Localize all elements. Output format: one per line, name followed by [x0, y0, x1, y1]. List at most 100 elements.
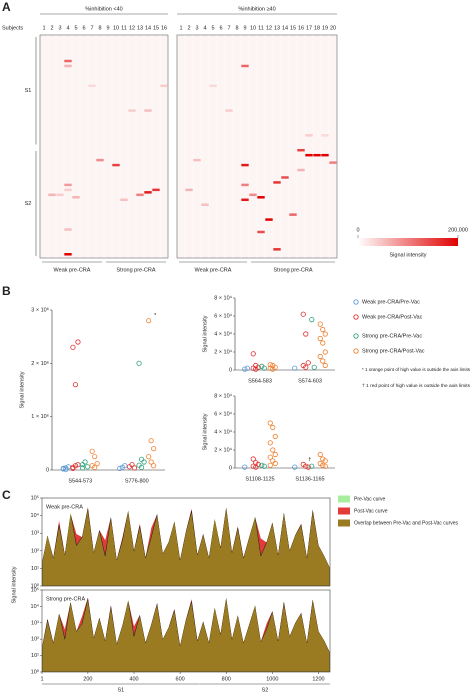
legend-label: Weak pre-CRA/Post-Vac	[362, 314, 423, 320]
data-point	[322, 362, 328, 369]
heatmap-cell	[241, 183, 249, 187]
heatmap-cell	[144, 109, 152, 112]
subject-label: 14	[145, 25, 151, 31]
subject-label: 17	[306, 25, 312, 31]
legend-label: Overlap between Pre-Vac and Post-Vac cur…	[354, 520, 459, 526]
data-point	[244, 365, 250, 371]
heatmap-cell	[297, 148, 305, 152]
heatmap-cell	[72, 196, 80, 199]
data-point	[292, 464, 298, 470]
subject-label: 15	[153, 25, 159, 31]
data-point	[311, 364, 317, 370]
x-tick-label: S574-603	[298, 378, 322, 384]
heatmap-cell	[225, 109, 233, 112]
y-tick-label: 4 × 10⁴	[214, 330, 232, 337]
colorbar-tick-label: 200,000	[448, 227, 468, 233]
subject-label: 6	[82, 25, 85, 31]
colorbar	[358, 238, 458, 246]
x-tick-label: 600	[176, 676, 185, 682]
x-tick-label: S564-583	[248, 378, 272, 384]
heatmap-cell	[241, 198, 249, 202]
heatmap-cell	[209, 84, 217, 88]
subject-label: 3	[58, 25, 61, 31]
y-tick-label: 2 × 10⁴	[214, 348, 232, 355]
subject-label: 19	[322, 25, 328, 31]
subgroup-label: Weak pre-CRA	[54, 267, 91, 273]
data-point	[267, 361, 273, 368]
heatmap-cell	[160, 84, 168, 88]
y-tick-label: 10¹	[31, 566, 39, 572]
data-point	[129, 462, 135, 468]
colorbar-tick-label: 0	[356, 227, 359, 233]
data-point	[317, 451, 323, 458]
subject-label: 4	[203, 25, 206, 31]
subject-label: 2	[187, 25, 190, 31]
heatmap-cell	[185, 188, 193, 192]
data-point	[322, 331, 328, 337]
data-point	[320, 462, 326, 468]
heatmap-cell	[257, 230, 265, 234]
data-point	[320, 340, 326, 346]
data-point	[79, 465, 86, 471]
heatmap-cell	[273, 248, 281, 251]
data-point	[270, 424, 276, 431]
heatmap-cell	[88, 84, 96, 88]
data-point	[92, 464, 98, 470]
data-point	[131, 465, 138, 471]
y-tick-label: 10³	[31, 620, 39, 626]
heatmap-cell	[305, 134, 313, 137]
heatmap-cell	[257, 196, 265, 199]
heatmap-cell	[241, 64, 249, 68]
data-point	[303, 364, 309, 370]
data-point	[270, 447, 276, 453]
data-point	[317, 321, 323, 327]
subject-label: 5	[211, 25, 214, 31]
y-tick-label: 10³	[31, 531, 39, 537]
subject-label: 18	[314, 25, 320, 31]
data-point	[63, 466, 69, 473]
data-point	[270, 366, 276, 372]
subject-label: 15	[290, 25, 296, 31]
legend-swatch	[338, 507, 350, 515]
data-point	[305, 464, 311, 470]
y-tick-label: 0	[46, 467, 49, 473]
y-axis-label: Signal intensity	[11, 566, 17, 603]
note: † 1 red point of high value is outside t…	[362, 383, 471, 388]
heatmap-cell	[128, 109, 136, 112]
subject-label: 20	[330, 25, 336, 31]
data-point	[136, 360, 142, 366]
x-tick-label: 400	[129, 676, 138, 682]
heatmap-cell	[321, 134, 329, 137]
data-point	[292, 365, 298, 371]
y-tick-label: 8 × 10⁴	[214, 392, 232, 399]
row-group-label: S2	[25, 201, 32, 207]
data-point	[70, 465, 76, 471]
legend-label: Strong pre-CRA/Pre-Vac	[362, 333, 422, 339]
data-point	[322, 463, 328, 469]
legend-marker	[353, 299, 359, 305]
data-point	[122, 463, 128, 469]
data-point	[89, 448, 95, 454]
y-tick-label: 10⁰	[31, 668, 40, 675]
heatmap-cell	[305, 153, 313, 157]
data-point	[267, 462, 273, 468]
y-tick-label: 4 × 10⁴	[214, 428, 232, 435]
y-tick-label: 2 × 10⁴	[214, 446, 232, 453]
overlap-area	[42, 507, 330, 586]
heatmap-cell	[64, 253, 72, 256]
y-axis-label: Signal intensity	[19, 371, 25, 408]
y-axis-label: Signal intensity	[202, 315, 208, 352]
y-tick-label: 10⁴	[31, 603, 40, 610]
subject-label: 7	[227, 25, 230, 31]
heatmap-cell	[201, 203, 209, 206]
y-tick-label: 1 × 10⁶	[31, 413, 49, 420]
panel-label: C	[2, 488, 11, 502]
data-point	[267, 365, 273, 371]
data-point	[261, 463, 267, 469]
subgroup-label: Weak pre-CRA	[195, 267, 232, 273]
data-point	[322, 349, 328, 355]
subject-label: 9	[106, 25, 109, 31]
subject-label: 12	[266, 25, 272, 31]
x-tick-label: 800	[222, 676, 231, 682]
